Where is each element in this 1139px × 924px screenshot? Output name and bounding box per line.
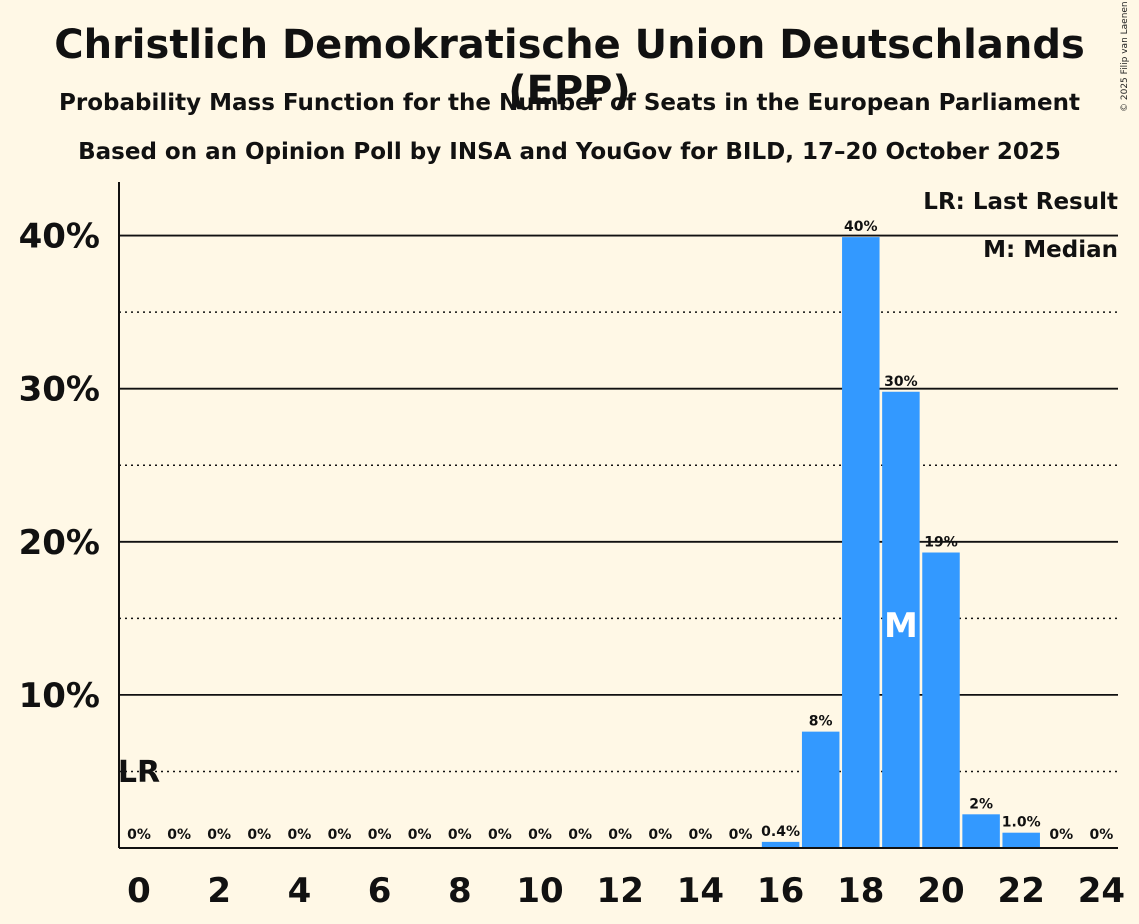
bar: [801, 731, 840, 848]
bar: [761, 841, 800, 848]
bar-value-label: 0%: [408, 827, 432, 843]
y-tick-label: 10%: [19, 676, 100, 716]
chart-subtitle-source: Based on an Opinion Poll by INSA and You…: [78, 139, 1061, 165]
bar-value-label: 0%: [127, 827, 151, 843]
value-labels: 0% 0% 0% 0% 0% 0% 0% 0% 0% 0% 0% 0% 0% 0% 0% 0% 0.4% 8% 40…: [118, 219, 1113, 843]
bar-value-label: 0.4%: [761, 824, 800, 840]
x-tick-label: 24: [1078, 871, 1125, 911]
bar: [882, 391, 920, 848]
bar-value-label: 1.0%: [1002, 815, 1041, 831]
bars: [761, 237, 1040, 848]
last-result-marker: LR: [118, 755, 160, 790]
x-tick-label: 0: [127, 871, 151, 911]
bar: [1002, 832, 1040, 848]
x-tick-label: 14: [677, 871, 724, 911]
bar-value-label: 8%: [809, 714, 833, 730]
bar-value-label: 0%: [207, 827, 231, 843]
chart-title: Christlich Demokratische Union Deutschla…: [54, 22, 1085, 114]
bar-value-label: 30%: [884, 374, 918, 390]
bar-value-label: 0%: [1090, 827, 1114, 843]
x-tick-label: 16: [757, 871, 804, 911]
bar-value-label: 0%: [448, 827, 472, 843]
bar-value-label: 0%: [247, 827, 271, 843]
bar-value-label: 0%: [488, 827, 512, 843]
x-tick-label: 18: [837, 871, 884, 911]
bar: [922, 552, 960, 848]
bar: [962, 814, 1000, 848]
x-tick-label: 4: [288, 871, 312, 911]
grid-lines: [119, 234, 1118, 773]
x-tick-label: 12: [597, 871, 644, 911]
median-marker: M: [884, 606, 918, 646]
bar-value-label: 0%: [568, 827, 592, 843]
bar-value-label: 2%: [969, 796, 993, 812]
x-tick-label: 6: [368, 871, 392, 911]
bar-value-label: 0%: [288, 827, 312, 843]
bar-value-label: 0%: [648, 827, 672, 843]
x-tick-label: 22: [998, 871, 1045, 911]
y-tick-label: 30%: [19, 370, 100, 410]
y-tick-label: 20%: [19, 523, 100, 563]
bar-value-label: 0%: [167, 827, 191, 843]
bar-value-label: 0%: [729, 827, 753, 843]
legend-median: M: Median: [983, 237, 1118, 263]
bar-value-label: 0%: [608, 827, 632, 843]
y-tick-label: 40%: [19, 217, 100, 257]
chart-subtitle: Probability Mass Function for the Number…: [59, 90, 1080, 116]
bar-value-label: 0%: [1049, 827, 1073, 843]
x-tick-label: 8: [448, 871, 472, 911]
bar-value-label: 0%: [328, 827, 352, 843]
bar-value-label: 0%: [689, 827, 713, 843]
bar-value-label: 0%: [368, 827, 392, 843]
x-tick-label: 2: [207, 871, 231, 911]
legend-last-result: LR: Last Result: [923, 189, 1118, 215]
x-tick-label: 10: [516, 871, 563, 911]
bar: [842, 237, 880, 848]
bar-value-label: 19%: [924, 535, 958, 551]
axes: 10%20%30%40%0 2 4 6 8 10 12 14 16 18 20 22 24: [19, 182, 1125, 911]
x-tick-label: 20: [917, 871, 964, 911]
bar-value-label: 40%: [844, 219, 878, 235]
bar-value-label: 0%: [528, 827, 552, 843]
